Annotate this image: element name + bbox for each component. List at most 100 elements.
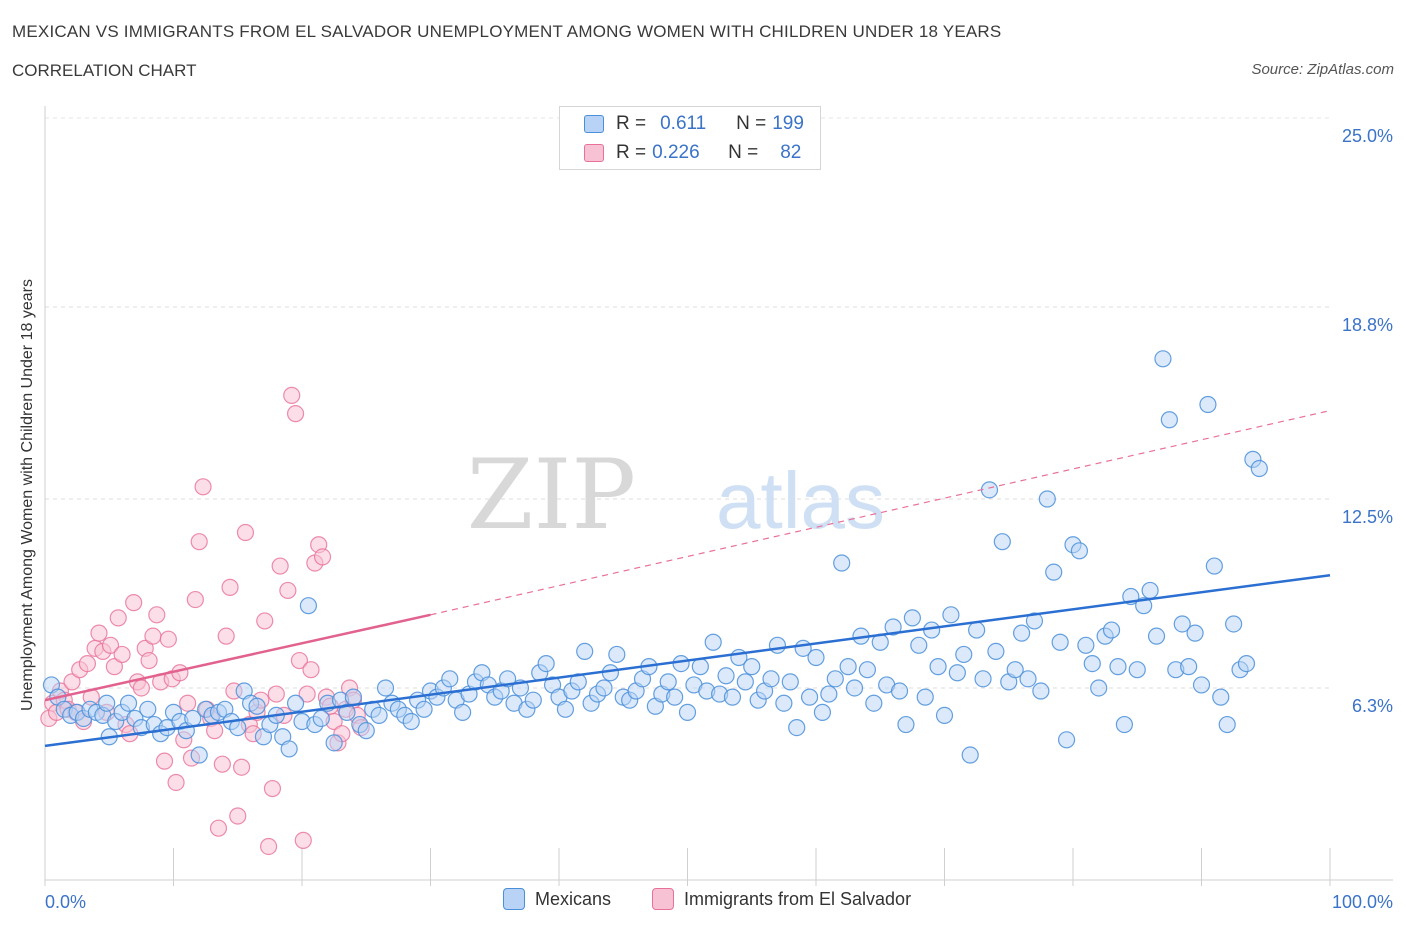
n-value: 82 bbox=[780, 142, 802, 163]
mexican-point bbox=[454, 703, 472, 721]
salvador-point bbox=[148, 606, 166, 624]
y-tick-label: 12.5% bbox=[1342, 507, 1393, 527]
mexican-point bbox=[1192, 676, 1211, 694]
r-value: 0.611 bbox=[660, 113, 707, 134]
mexican-point bbox=[1180, 658, 1198, 676]
mexican-point bbox=[845, 679, 864, 697]
tick-labels: 6.3% 12.5% 18.8% 25.0% 0.0% 100.0% bbox=[45, 126, 1393, 912]
legend-item-salvador: Immigrants from El Salvador bbox=[652, 888, 911, 910]
stats-row-salvador: R = 0.226 N = 82 bbox=[584, 140, 801, 166]
mexican-point bbox=[910, 636, 928, 654]
mexican-point bbox=[929, 658, 947, 676]
mexican-point bbox=[1186, 624, 1204, 642]
stats-row-mexicans: R = 0.611 N = 199 bbox=[584, 111, 804, 137]
mexican-point bbox=[248, 697, 266, 715]
mexican-point bbox=[897, 715, 915, 734]
axes bbox=[44, 106, 1393, 886]
mexican-point bbox=[1147, 627, 1166, 645]
chart-subtitle: CORRELATION CHART bbox=[12, 61, 197, 80]
legend-swatch-salvador bbox=[652, 888, 674, 910]
mexican-point bbox=[1141, 581, 1159, 600]
mexican-point bbox=[948, 664, 966, 682]
mexican-point bbox=[1250, 459, 1268, 478]
salvador-point bbox=[302, 661, 320, 679]
mexican-point bbox=[608, 645, 626, 664]
mexican-point bbox=[280, 740, 298, 758]
stats-legend: R = 0.611 N = 199 R = 0.226 N = 82 bbox=[559, 106, 821, 170]
salvador-point bbox=[229, 807, 247, 825]
mexican-point bbox=[1225, 615, 1243, 633]
mexican-point bbox=[1115, 715, 1134, 734]
salvador-point bbox=[167, 773, 185, 792]
bottom-legend: Mexicans Immigrants from El Salvador bbox=[0, 888, 1406, 918]
mexican-point bbox=[775, 694, 793, 712]
mexican-point bbox=[325, 734, 343, 752]
salvador-point bbox=[286, 405, 305, 423]
mexican-point bbox=[357, 722, 375, 740]
mexican-point bbox=[781, 673, 799, 691]
salvador-point bbox=[217, 627, 235, 645]
mexican-point bbox=[556, 700, 575, 718]
mexican-point bbox=[865, 694, 883, 712]
mexican-point bbox=[1045, 563, 1063, 581]
salvador-point bbox=[194, 478, 212, 496]
salvador-point bbox=[179, 694, 197, 712]
n-label: N = bbox=[736, 113, 767, 134]
mexican-point bbox=[1205, 557, 1223, 575]
salvador-point bbox=[125, 594, 143, 612]
mexican-point bbox=[312, 709, 330, 728]
mexican-point bbox=[666, 688, 684, 706]
salvador-point bbox=[113, 645, 131, 664]
salvador-point bbox=[256, 612, 274, 630]
mexican-point bbox=[987, 642, 1005, 661]
legend-item-mexicans: Mexicans bbox=[503, 888, 611, 910]
n-label: N = bbox=[728, 142, 759, 163]
mexicans-trend-line bbox=[44, 573, 1331, 748]
mexican-point bbox=[415, 700, 433, 718]
source-label: Source: ZipAtlas.com bbox=[1251, 61, 1394, 78]
mexican-point bbox=[139, 700, 157, 718]
mexican-point bbox=[1160, 411, 1178, 429]
mexican-point bbox=[961, 746, 979, 764]
salvador-point bbox=[259, 837, 278, 856]
x-tick-label: 0.0% bbox=[45, 892, 86, 912]
mexican-point bbox=[1077, 636, 1095, 654]
mexican-point bbox=[993, 533, 1011, 551]
mexican-point bbox=[98, 694, 116, 712]
mexican-point bbox=[1173, 615, 1191, 633]
y-tick-label: 25.0% bbox=[1342, 126, 1393, 146]
mexican-point bbox=[807, 648, 825, 667]
salvador-point bbox=[109, 609, 127, 627]
mexican-point bbox=[1051, 633, 1069, 651]
mexican-point bbox=[800, 688, 819, 706]
salvador-point bbox=[279, 581, 297, 600]
r-label: R = bbox=[616, 142, 647, 163]
salvador-point bbox=[313, 548, 332, 566]
mexican-point bbox=[190, 746, 208, 764]
mexican-point bbox=[1090, 679, 1108, 697]
mexican-point bbox=[955, 645, 973, 664]
mexican-point bbox=[717, 667, 735, 685]
mexicans-swatch bbox=[584, 115, 604, 133]
mexican-point bbox=[1154, 350, 1172, 368]
salvador-point bbox=[283, 386, 301, 404]
y-tick-label: 18.8% bbox=[1342, 315, 1393, 335]
mexican-point bbox=[884, 618, 902, 636]
mexican-point bbox=[1025, 612, 1044, 630]
mexican-point bbox=[935, 706, 954, 725]
salvador-point bbox=[101, 636, 120, 654]
mexican-point bbox=[916, 688, 934, 706]
mexican-point bbox=[858, 661, 877, 679]
salvador-point bbox=[298, 685, 316, 703]
mexican-point bbox=[1199, 395, 1217, 414]
salvador-points bbox=[40, 386, 370, 856]
salvador-point bbox=[140, 651, 158, 670]
mexican-point bbox=[890, 682, 909, 700]
mexican-point bbox=[903, 609, 921, 627]
mexican-point bbox=[974, 670, 992, 688]
y-tick-label: 6.3% bbox=[1352, 696, 1393, 716]
salvador-point bbox=[190, 533, 208, 551]
mexican-point bbox=[1212, 688, 1230, 706]
salvador-point bbox=[213, 755, 231, 773]
